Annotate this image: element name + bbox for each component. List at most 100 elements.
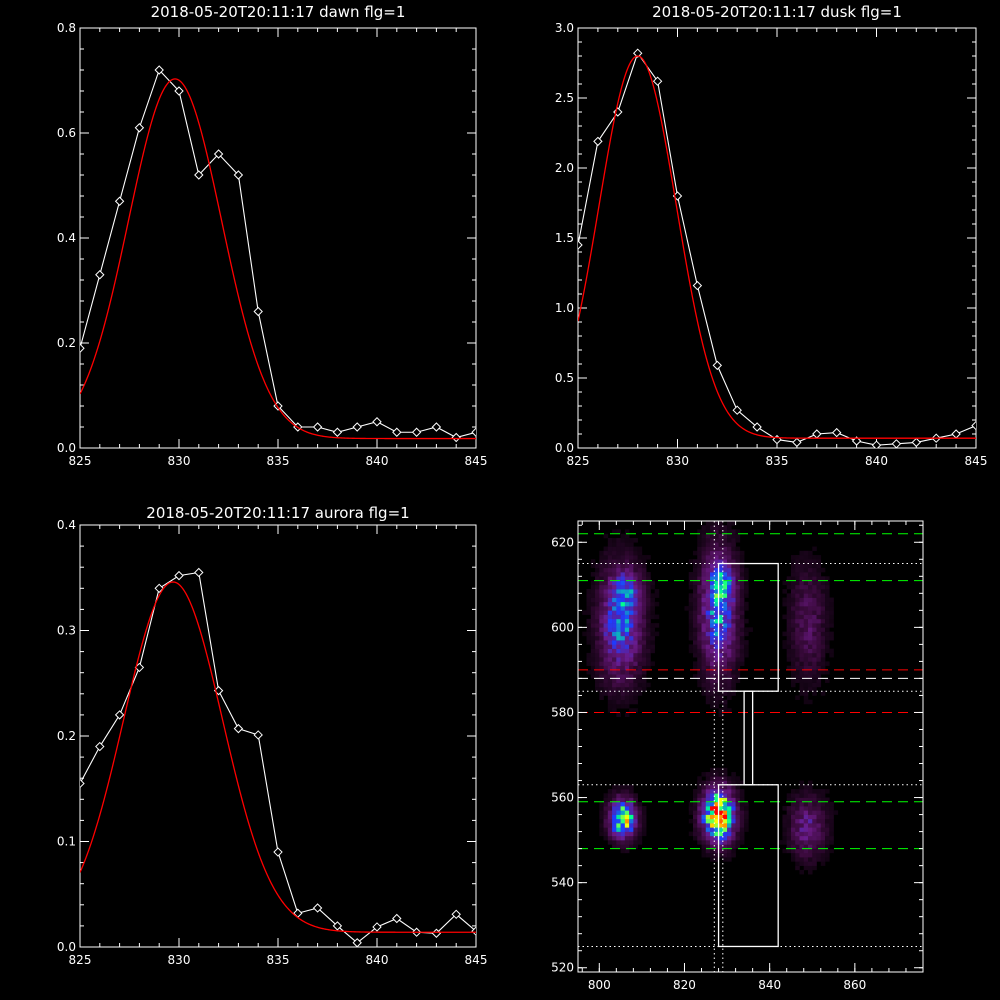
panel-heatmap-ytick-label: 600 — [551, 620, 574, 634]
panel-dusk-data-point — [652, 76, 663, 86]
panel-dusk-data-point — [971, 420, 976, 431]
panel-heatmap-ytick-label: 560 — [551, 791, 574, 805]
panel-dawn-ytick-label: 0.2 — [57, 336, 76, 350]
panel-dusk-data-point — [632, 48, 643, 58]
panel-aurora-data-point — [174, 570, 184, 581]
panel-dawn-data-point — [411, 427, 422, 437]
panel-aurora-data-point — [253, 730, 263, 740]
panel-aurora-ytick-label: 0.1 — [57, 835, 76, 849]
panel-dawn-ytick-label: 0.6 — [57, 126, 76, 140]
panel-dusk-data-point — [712, 360, 723, 371]
panel-dawn-data-point — [213, 149, 224, 159]
panel-dawn-xtick-label: 835 — [267, 454, 290, 468]
panel-dusk-plot-area — [578, 48, 976, 448]
panel-dawn-fit-line — [80, 78, 476, 440]
panel-dawn-xtick-label: 830 — [168, 454, 191, 468]
panel-heatmap-ytick-label: 540 — [551, 876, 574, 890]
panel-aurora-data-point — [194, 567, 204, 578]
panel-dusk-data-point — [752, 422, 762, 432]
panel-heatmap: 800 820 840 860 520 540 560 580 600 620 — [551, 520, 924, 992]
panel-heatmap-xtick-label: 840 — [758, 978, 781, 992]
panel-dawn-data-point — [312, 422, 323, 432]
panel-dusk-ytick-label: 2.5 — [555, 91, 574, 105]
panel-aurora-plot-area — [80, 567, 476, 947]
panel-aurora-data-point — [471, 926, 476, 936]
panel-dusk-data-point — [871, 440, 882, 448]
panel-aurora-ytick-label: 0.0 — [57, 940, 76, 954]
panel-dawn-data-point — [372, 417, 382, 427]
panel-dusk-data-point — [732, 405, 742, 415]
panel-dawn-data-point — [233, 170, 244, 180]
panel-dawn-data-point — [392, 427, 402, 437]
panel-dusk-data-point — [831, 427, 842, 438]
panel-dawn-ytick-label: 0.0 — [57, 441, 76, 455]
panel-aurora-ytick-label: 0.2 — [57, 729, 76, 743]
panel-dusk-ytick-label: 1.5 — [555, 231, 574, 245]
panel-dusk-data-point — [891, 439, 902, 448]
panel-dawn-title: 2018-05-20T20:11:17 dawn flg=1 — [151, 3, 406, 21]
panel-aurora-ytick-label: 0.3 — [57, 624, 76, 638]
panel-heatmap-ytick-label: 520 — [551, 961, 574, 975]
panel-heatmap-xtick-label: 860 — [843, 978, 866, 992]
panel-dusk-data-point — [578, 240, 583, 250]
panel-dusk-data-point — [593, 136, 603, 147]
panel-dawn-data-point — [253, 306, 263, 317]
panel-dawn-xtick-label: 825 — [69, 454, 92, 468]
panel-aurora-data-point — [80, 778, 85, 789]
panel-aurora-ytick-label: 0.4 — [57, 518, 76, 532]
panel-dusk-xtick-label: 825 — [567, 454, 590, 468]
panel-aurora-xtick-label: 845 — [465, 953, 488, 967]
panel-aurora-xtick-label: 835 — [267, 953, 290, 967]
panel-heatmap-xtick-label: 800 — [588, 978, 611, 992]
panel-heatmap-region-box — [717, 784, 779, 948]
panel-dawn-data-point — [194, 170, 204, 180]
panel-dawn-data-point — [114, 196, 125, 206]
panel-dawn: 2018-05-20T20:11:17 dawn flg=1 825 830 835… — [57, 3, 488, 468]
panel-dawn-plot-area — [80, 65, 476, 443]
panel-dawn-data-point — [134, 123, 145, 133]
panel-aurora-title: 2018-05-20T20:11:17 aurora flg=1 — [146, 504, 409, 522]
panel-aurora-xtick-label: 840 — [366, 953, 389, 967]
panel-aurora-data-point — [332, 921, 343, 931]
panel-dusk-ytick-label: 0.5 — [555, 371, 574, 385]
panel-dusk-title: 2018-05-20T20:11:17 dusk flg=1 — [652, 3, 902, 21]
panel-aurora-data-point — [114, 710, 125, 720]
panel-aurora-data-point — [233, 723, 244, 734]
panel-dawn-data-point — [332, 427, 343, 437]
panel-dusk-xtick-label: 830 — [666, 454, 689, 468]
panel-dawn-data-point — [431, 422, 442, 432]
panel-dawn-ytick-label: 0.4 — [57, 231, 76, 245]
panel-aurora-data-point — [451, 909, 461, 920]
panel-dawn-xtick-label: 840 — [366, 454, 389, 468]
panel-aurora-data-point — [312, 903, 323, 913]
panel-dawn-data-point — [95, 270, 105, 280]
panel-aurora: 2018-05-20T20:11:17 aurora flg=1 825 830 8… — [57, 504, 488, 967]
panel-dusk-data-point — [911, 437, 922, 448]
panel-dusk-ytick-label: 3.0 — [555, 21, 574, 35]
panel-dawn-data-point — [352, 422, 362, 432]
panel-dusk-xtick-label: 840 — [865, 454, 888, 468]
panel-aurora-fit-line — [80, 581, 476, 933]
panel-dawn-data-point — [451, 432, 461, 443]
panel-dusk-xtick-label: 845 — [965, 454, 988, 468]
panel-aurora-data-point — [273, 847, 283, 857]
panel-dawn-ytick-label: 0.8 — [57, 21, 76, 35]
panel-dusk-data-point — [792, 437, 802, 448]
panel-dawn-data-point — [174, 86, 184, 96]
panel-dusk-data-point — [692, 280, 703, 291]
panel-dawn-data-point — [154, 65, 164, 75]
panel-aurora-xtick-label: 830 — [168, 953, 191, 967]
panel-aurora-data-point — [95, 741, 105, 752]
panel-dusk-ytick-label: 1.0 — [555, 301, 574, 315]
panel-dusk-ytick-label: 2.0 — [555, 161, 574, 175]
panel-aurora-data-point — [372, 922, 382, 932]
panel-aurora-data-point — [352, 938, 362, 947]
panel-dusk-fit-line — [578, 55, 976, 439]
panel-dawn-data-point — [80, 343, 85, 353]
panel-dusk-ytick-label: 0.0 — [555, 441, 574, 455]
panel-dusk-data-point — [851, 436, 862, 446]
panel-aurora-xtick-label: 825 — [69, 953, 92, 967]
panel-heatmap-image — [582, 521, 839, 875]
panel-heatmap-xtick-label: 820 — [673, 978, 696, 992]
